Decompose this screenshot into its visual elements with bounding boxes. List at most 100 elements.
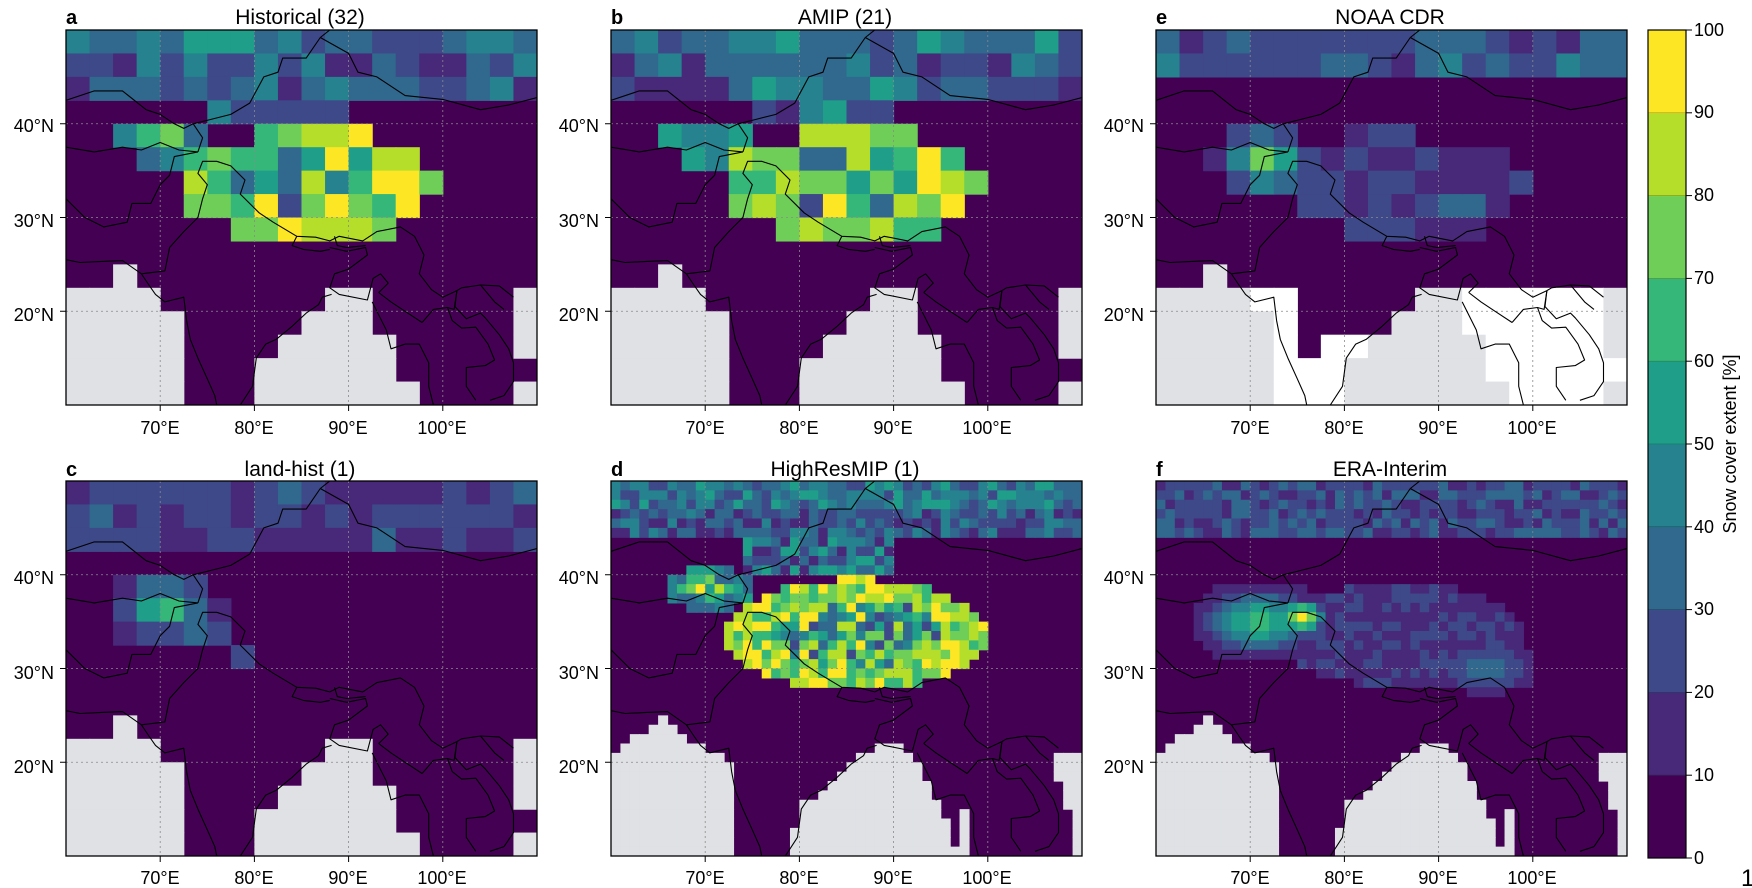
grid-cell: [827, 546, 838, 557]
grid-cell: [1485, 147, 1510, 172]
grid-cell: [1203, 631, 1214, 641]
grid-cell: [254, 809, 279, 834]
lon-tick-label: 70°E: [140, 868, 179, 888]
grid-cell: [940, 621, 951, 632]
grid-cell: [1617, 846, 1627, 856]
grid-cell: [893, 827, 904, 838]
grid-cell: [1419, 649, 1430, 660]
grid-cell: [1316, 481, 1327, 491]
grid-cell: [1532, 334, 1557, 359]
grid-cell: [648, 752, 659, 763]
grid-cell: [855, 556, 866, 566]
border-line: [874, 246, 934, 301]
grid-cell: [1231, 527, 1242, 538]
grid-cell: [89, 76, 114, 101]
grid-cell: [277, 123, 303, 148]
border-line: [611, 541, 739, 580]
grid-cell: [348, 194, 373, 219]
grid-cell: [846, 593, 857, 604]
grid-cell: [855, 499, 866, 510]
lon-tick-label: 100°E: [417, 418, 466, 438]
grid-cell: [1523, 677, 1534, 688]
grid-cell: [931, 668, 942, 679]
border-line: [454, 741, 515, 852]
grid-cell: [1297, 518, 1308, 529]
grid-cell: [855, 621, 866, 632]
grid-cell: [1297, 527, 1308, 538]
grid-cell: [714, 593, 725, 604]
country-borders: [611, 481, 1082, 856]
grid-cell: [1372, 846, 1383, 856]
border-line: [611, 90, 739, 129]
grid-cell: [207, 147, 232, 172]
grid-cell: [1372, 499, 1383, 510]
grid-cell: [1174, 846, 1185, 856]
grid-cell: [658, 771, 669, 782]
grid-cell: [1485, 677, 1496, 688]
grid-cell: [893, 287, 918, 312]
grid-cell: [1419, 762, 1430, 773]
grid-cell: [207, 527, 232, 552]
grid-cell: [752, 659, 763, 670]
grid-cell: [1448, 752, 1459, 763]
grid-cell: [1344, 846, 1355, 856]
grid-cell: [676, 743, 687, 754]
grid-cell: [1448, 621, 1459, 632]
grid-cell: [837, 809, 848, 820]
grid-cell: [676, 499, 687, 510]
grid-cell: [348, 287, 373, 312]
grid-cell: [808, 659, 819, 670]
grid-cell: [827, 481, 838, 491]
grid-cell: [611, 518, 622, 529]
grid-cell: [1448, 631, 1459, 641]
grid-cell: [1466, 659, 1477, 670]
grid-cell: [1259, 621, 1270, 632]
grid-cell: [808, 677, 819, 688]
grid-cell: [629, 481, 640, 491]
grid-cell: [1273, 381, 1298, 405]
colorbar-ticks: 0 10 20 30 40 50 60 70 80 90 100: [1648, 20, 1724, 868]
grid-cell: [658, 752, 669, 763]
grid-cell: [648, 481, 659, 491]
grid-cell: [1457, 771, 1468, 782]
grid-cell: [1221, 518, 1232, 529]
border-line: [1230, 724, 1308, 856]
grid-cell: [1372, 584, 1383, 595]
grid-cell: [676, 593, 687, 604]
grid-cell: [997, 518, 1008, 529]
grid-cell: [903, 481, 914, 491]
grid-cell: [1542, 490, 1553, 501]
grid-cell: [724, 640, 735, 651]
colorbar-swatch: [1648, 278, 1686, 362]
grid-cell: [611, 76, 636, 101]
grid-cell: [66, 738, 91, 763]
grid-cell: [1221, 509, 1232, 520]
grid-cell: [667, 509, 678, 520]
grid-cell: [761, 481, 772, 491]
grid-cell: [1034, 527, 1045, 538]
grid-cell: [1203, 518, 1214, 529]
grid-cell: [1466, 668, 1477, 679]
grid-cell: [808, 584, 819, 595]
grid-cell: [865, 631, 876, 641]
grid-cell: [1391, 827, 1402, 838]
grid-cell: [1193, 781, 1204, 791]
grid-cell: [799, 827, 810, 838]
grid-cell: [89, 504, 114, 529]
grid-cell: [1231, 762, 1242, 773]
grid-cell: [1429, 649, 1440, 660]
grid-cell: [818, 612, 829, 623]
grid-cell: [89, 311, 114, 336]
grid-cell: [1240, 621, 1251, 632]
grid-cell: [1184, 527, 1195, 538]
grid-cell: [1165, 827, 1176, 838]
grid-cell: [1250, 499, 1261, 510]
grid-cell: [136, 76, 161, 101]
grid-cell: [1203, 612, 1214, 623]
grid-cell: [325, 170, 350, 195]
grid-cell: [893, 799, 904, 810]
grid-cell: [742, 593, 753, 604]
grid-cell: [1250, 790, 1261, 801]
grid-cell: [1448, 827, 1459, 838]
grid-cell: [89, 809, 114, 834]
